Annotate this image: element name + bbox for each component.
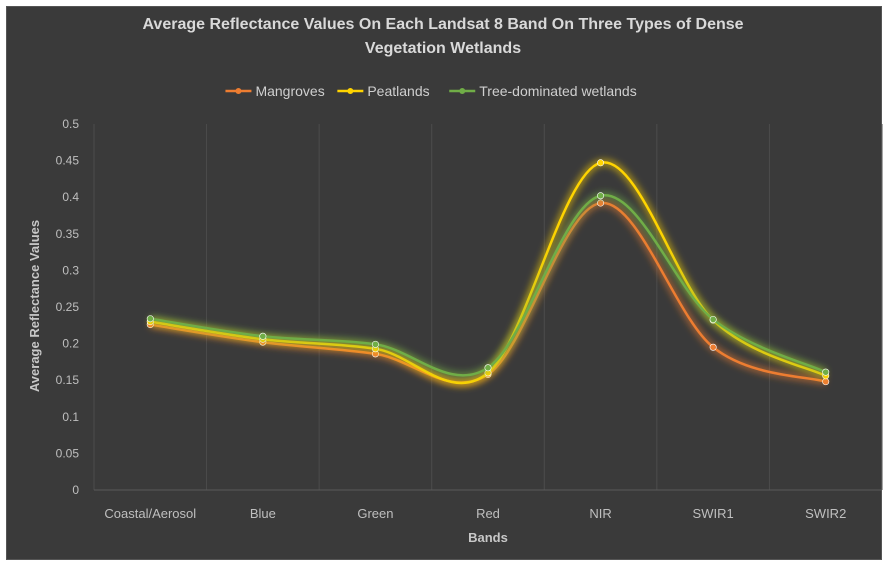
x-tick-label: Green bbox=[357, 506, 393, 521]
data-point bbox=[822, 368, 830, 376]
x-tick-label: Blue bbox=[250, 506, 276, 521]
y-tick-label: 0.1 bbox=[62, 410, 79, 424]
x-tick-label: SWIR2 bbox=[805, 506, 846, 521]
data-point bbox=[484, 364, 492, 372]
legend-label: Mangroves bbox=[255, 83, 324, 99]
series-glow bbox=[149, 159, 828, 387]
series-lines bbox=[146, 159, 830, 387]
data-point bbox=[822, 378, 830, 386]
data-point bbox=[597, 159, 605, 167]
x-axis-label: Bands bbox=[468, 530, 508, 545]
x-tick-label: Red bbox=[476, 506, 500, 521]
y-tick-label: 0.2 bbox=[62, 337, 79, 351]
x-tick-label: Coastal/Aerosol bbox=[104, 506, 196, 521]
y-tick-label: 0.5 bbox=[62, 117, 79, 131]
data-point bbox=[597, 192, 605, 200]
legend-label: Tree-dominated wetlands bbox=[479, 83, 636, 99]
legend-item: Tree-dominated wetlands bbox=[449, 83, 637, 99]
series-line bbox=[149, 161, 827, 385]
data-point bbox=[259, 332, 267, 340]
series-line bbox=[149, 201, 827, 384]
y-tick-label: 0.15 bbox=[56, 373, 80, 387]
y-tick-label: 0.45 bbox=[56, 154, 80, 168]
chart-title-line-1: Average Reflectance Values On Each Lands… bbox=[142, 16, 744, 33]
legend-label: Peatlands bbox=[367, 83, 429, 99]
legend-item: Mangroves bbox=[225, 83, 325, 99]
legend-swatch-marker bbox=[459, 88, 466, 94]
x-tick-label: SWIR1 bbox=[693, 506, 734, 521]
chart-panel bbox=[6, 6, 882, 560]
data-point bbox=[371, 340, 379, 348]
series-mangroves bbox=[146, 199, 830, 386]
series-tree-dominated-wetlands bbox=[146, 192, 830, 379]
legend-swatch-marker bbox=[235, 88, 242, 94]
axes: 0 0.05 0.1 0.15 0.2 0.25 0.3 0.35 0.4 0.45 0.5 Coas… bbox=[56, 117, 882, 521]
chart-title-line-2: Vegetation Wetlands bbox=[364, 40, 522, 57]
series-peatlands bbox=[146, 159, 830, 387]
series-line bbox=[149, 194, 827, 377]
data-point bbox=[709, 343, 717, 351]
data-point bbox=[709, 315, 717, 323]
chart-title: Average Reflectance Values On Each Lands… bbox=[0, 13, 886, 61]
y-tick-label: 0.25 bbox=[56, 300, 80, 314]
legend: Mangroves Peatlands Tree-dominated wetland… bbox=[225, 83, 637, 99]
series-glow bbox=[149, 192, 828, 379]
y-tick-label: 0.05 bbox=[56, 446, 80, 460]
y-axis-label: Average Reflectance Values bbox=[27, 220, 42, 392]
gridlines bbox=[93, 124, 883, 490]
data-point bbox=[146, 315, 154, 323]
data-point bbox=[597, 199, 605, 207]
y-tick-label: 0.35 bbox=[56, 227, 80, 241]
x-tick-label: NIR bbox=[589, 506, 611, 521]
y-tick-label: 0 bbox=[72, 483, 79, 497]
legend-item: Peatlands bbox=[337, 83, 430, 99]
legend-swatch-marker bbox=[347, 88, 354, 94]
y-tick-label: 0.4 bbox=[62, 190, 79, 204]
y-tick-label: 0.3 bbox=[62, 263, 79, 277]
